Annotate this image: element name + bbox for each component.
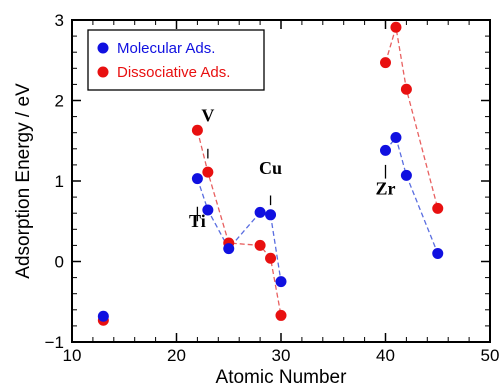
- series-1-dashed-line: [384, 27, 439, 209]
- series-1-point: [254, 239, 266, 251]
- legend-label-1: Dissociative Ads.: [117, 64, 230, 81]
- legend-box: [87, 29, 265, 91]
- annotation-zr: Zr: [376, 179, 396, 199]
- annotation-ti: Ti: [189, 211, 206, 231]
- y-tick-label: −1: [45, 333, 64, 352]
- x-axis-label: Atomic Number: [216, 367, 348, 386]
- series-0-point: [380, 144, 391, 156]
- y-axis-label: Adsorption Energy / eV: [13, 83, 34, 279]
- series-0-point: [223, 243, 235, 255]
- series-1-point: [380, 57, 391, 69]
- series-0-dashed-line: [384, 136, 439, 254]
- series-1-point: [390, 21, 402, 33]
- x-tick-label: 50: [481, 346, 500, 365]
- y-tick-label: 2: [55, 92, 64, 111]
- series-1-dashed-line: [196, 130, 282, 316]
- series-0-point: [275, 276, 287, 288]
- x-tick-label: 40: [376, 346, 395, 365]
- y-tick-label: 0: [55, 253, 64, 272]
- annotation-v: V: [201, 105, 214, 125]
- series-1-point: [191, 124, 203, 136]
- series-1-point: [275, 309, 287, 321]
- x-tick-label: 30: [272, 346, 291, 365]
- legend-marker-1: [97, 66, 109, 78]
- series-0-point: [400, 169, 412, 181]
- x-tick-label: 10: [63, 346, 82, 365]
- series-0-point: [432, 247, 444, 259]
- series-0-point: [191, 173, 203, 185]
- series-0-point: [265, 209, 277, 221]
- series-1-point: [265, 252, 277, 264]
- series-0-point: [254, 206, 266, 218]
- series-1-point: [432, 202, 444, 214]
- series-1-point: [400, 83, 412, 95]
- y-tick-label: 3: [55, 11, 64, 30]
- series-1-point: [202, 166, 214, 178]
- plot-area: 10 20 30 40 50 −1 0 1 2 3 Atomic Number Adsorption …: [13, 11, 499, 386]
- legend-marker-0: [97, 42, 109, 54]
- annotation-cu: Cu: [259, 158, 282, 178]
- legend-label-0: Molecular Ads.: [117, 40, 215, 57]
- series-0-dashed-line: [196, 178, 282, 282]
- series-0-point: [202, 204, 214, 216]
- series-0-point: [390, 132, 402, 144]
- x-tick-label: 20: [167, 346, 186, 365]
- series-0-point: [97, 310, 109, 322]
- y-tick-label: 1: [55, 172, 64, 191]
